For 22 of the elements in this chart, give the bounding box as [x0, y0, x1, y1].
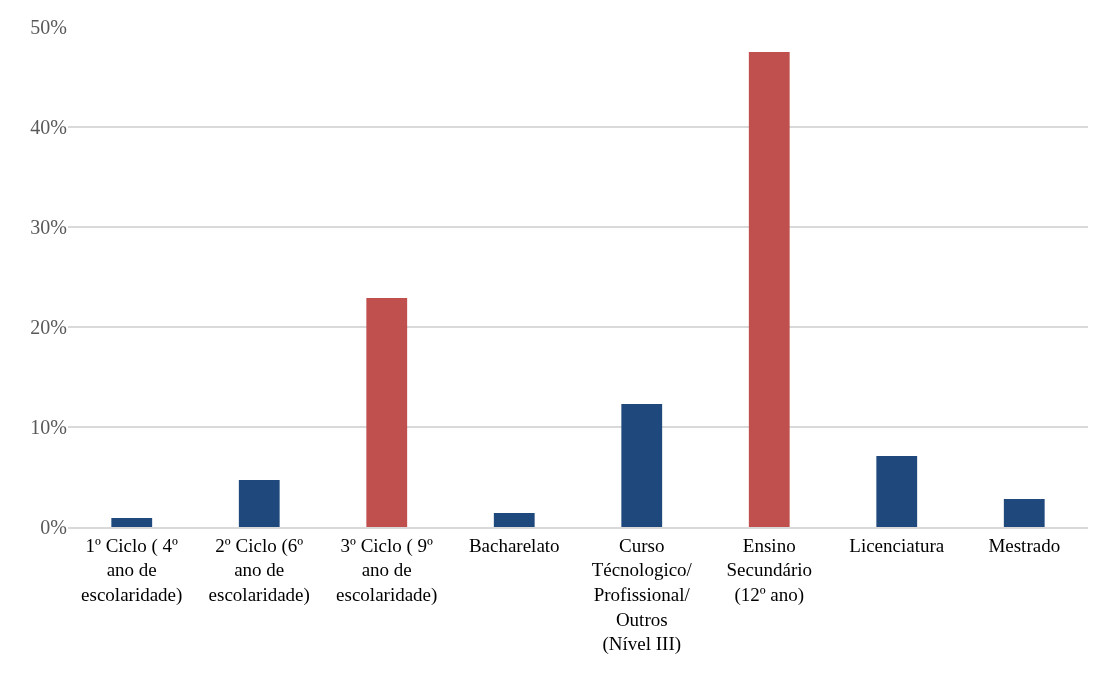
- x-tick-label: 2º Ciclo (6º ano de escolaridade): [208, 534, 310, 606]
- bar: [748, 52, 790, 527]
- bar: [493, 513, 535, 527]
- x-tick-label: Licenciatura: [849, 534, 945, 556]
- x-tick-label: Bacharelato: [468, 534, 560, 556]
- y-tick-label: 30%: [30, 216, 67, 238]
- y-tick-label: 40%: [30, 116, 67, 138]
- x-tick-label: Curso Técnologico/ Profissional/ Outros (Nível III): [591, 534, 693, 656]
- y-tick-label: 20%: [30, 316, 67, 338]
- bar: [1003, 499, 1045, 527]
- x-tick-label: 1º Ciclo ( 4º ano de escolaridade): [81, 534, 183, 606]
- y-tick-label: 0%: [40, 516, 67, 538]
- bar: [366, 298, 408, 527]
- x-tick-label: Ensino Secundário (12º ano): [726, 534, 812, 606]
- x-tick-label: 3º Ciclo ( 9º ano de escolaridade): [336, 534, 438, 606]
- y-tick-label: 10%: [30, 416, 67, 438]
- x-tick-label: Mestrado: [988, 534, 1061, 556]
- y-tick-label: 50%: [30, 16, 67, 38]
- bar: [238, 480, 280, 527]
- bar: [111, 518, 153, 527]
- bar: [876, 456, 918, 527]
- bar: [621, 404, 663, 527]
